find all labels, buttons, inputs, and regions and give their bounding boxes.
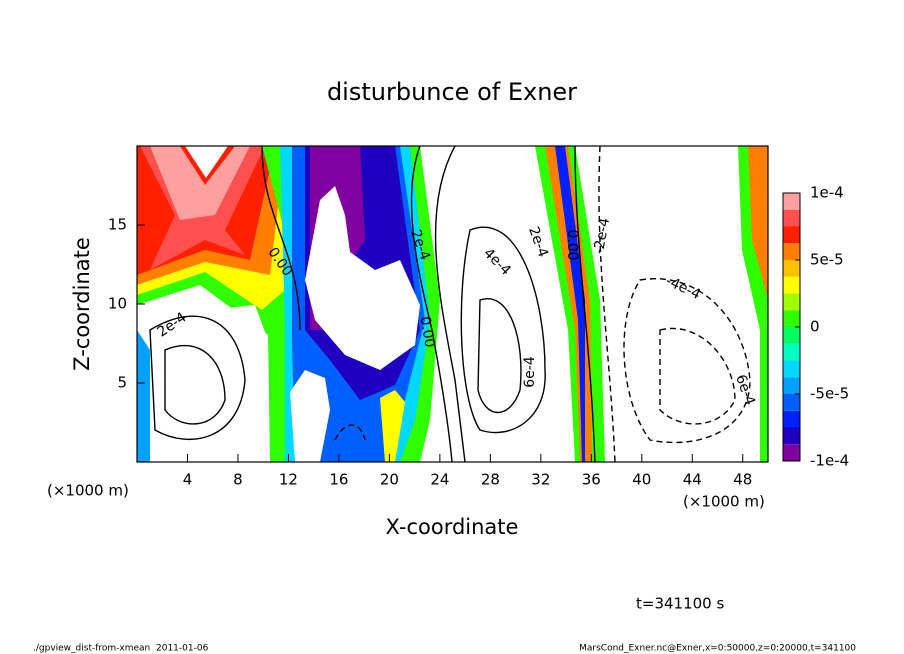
footer-left: ./gpview_dist-from-xmean 2011-01-06 bbox=[33, 644, 209, 654]
field bbox=[137, 146, 768, 462]
colorbar-tick-label: -1e-4 bbox=[810, 452, 849, 470]
colorbar-tick-label: 5e-5 bbox=[810, 251, 844, 269]
contour-label: 6e-4 bbox=[522, 356, 538, 388]
time-label: t=341100 s bbox=[636, 595, 724, 613]
colorbar-bin bbox=[783, 209, 800, 227]
colorbar-tick-label: -5e-5 bbox=[810, 385, 849, 403]
x-tick-label: 40 bbox=[632, 471, 651, 489]
colorbar-bin bbox=[783, 427, 800, 445]
x-tick-label: 24 bbox=[430, 471, 449, 489]
colorbar-tick-label: 0 bbox=[810, 318, 820, 336]
colorbar-bin bbox=[783, 327, 800, 344]
x-axis-label: X-coordinate bbox=[386, 515, 519, 539]
colorbar-bin bbox=[783, 193, 800, 210]
colorbar-bin bbox=[783, 360, 800, 378]
colorbar-bin bbox=[783, 394, 800, 411]
x-tick-label: 20 bbox=[380, 471, 399, 489]
x-tick-label: 32 bbox=[531, 471, 550, 489]
chart-title: disturbunce of Exner bbox=[327, 78, 577, 106]
x-unit: (×1000 m) bbox=[683, 493, 765, 511]
x-tick-label: 44 bbox=[683, 471, 702, 489]
colorbar-bin bbox=[783, 260, 800, 277]
colorbar-bin bbox=[783, 310, 800, 327]
x-tick-label: 36 bbox=[582, 471, 601, 489]
y-tick-label: 10 bbox=[108, 295, 127, 313]
colorbar-bin bbox=[783, 226, 800, 244]
colorbar-bin bbox=[783, 377, 800, 394]
x-tick-label: 4 bbox=[183, 471, 193, 489]
colorbar-bin bbox=[783, 410, 800, 428]
colorbar-bin bbox=[783, 444, 800, 461]
y-axis-label: Z-coordinate bbox=[70, 237, 94, 371]
colorbar-bin bbox=[783, 343, 800, 361]
colorbar-bin bbox=[783, 293, 800, 311]
colorbar-bin bbox=[783, 276, 800, 294]
footer-right: MarsCond_Exner.nc@Exner,x=0:50000,z=0:20… bbox=[579, 644, 856, 654]
x-tick-label: 8 bbox=[233, 471, 243, 489]
contour-label: 0.00 bbox=[416, 315, 437, 348]
x-tick-label: 16 bbox=[329, 471, 348, 489]
colorbar-tick-label: 1e-4 bbox=[810, 184, 844, 202]
contour-label: 0.00 bbox=[564, 229, 580, 260]
y-tick-label: 15 bbox=[108, 216, 127, 234]
x-tick-label: 48 bbox=[733, 471, 752, 489]
x-tick-label: 28 bbox=[481, 471, 500, 489]
colorbar-bin bbox=[783, 243, 800, 260]
x-tick-label: 12 bbox=[279, 471, 298, 489]
contour-label: -2e-4 bbox=[591, 217, 613, 256]
y-tick-label: 5 bbox=[117, 374, 127, 392]
x-unit: (×1000 m) bbox=[47, 482, 129, 500]
